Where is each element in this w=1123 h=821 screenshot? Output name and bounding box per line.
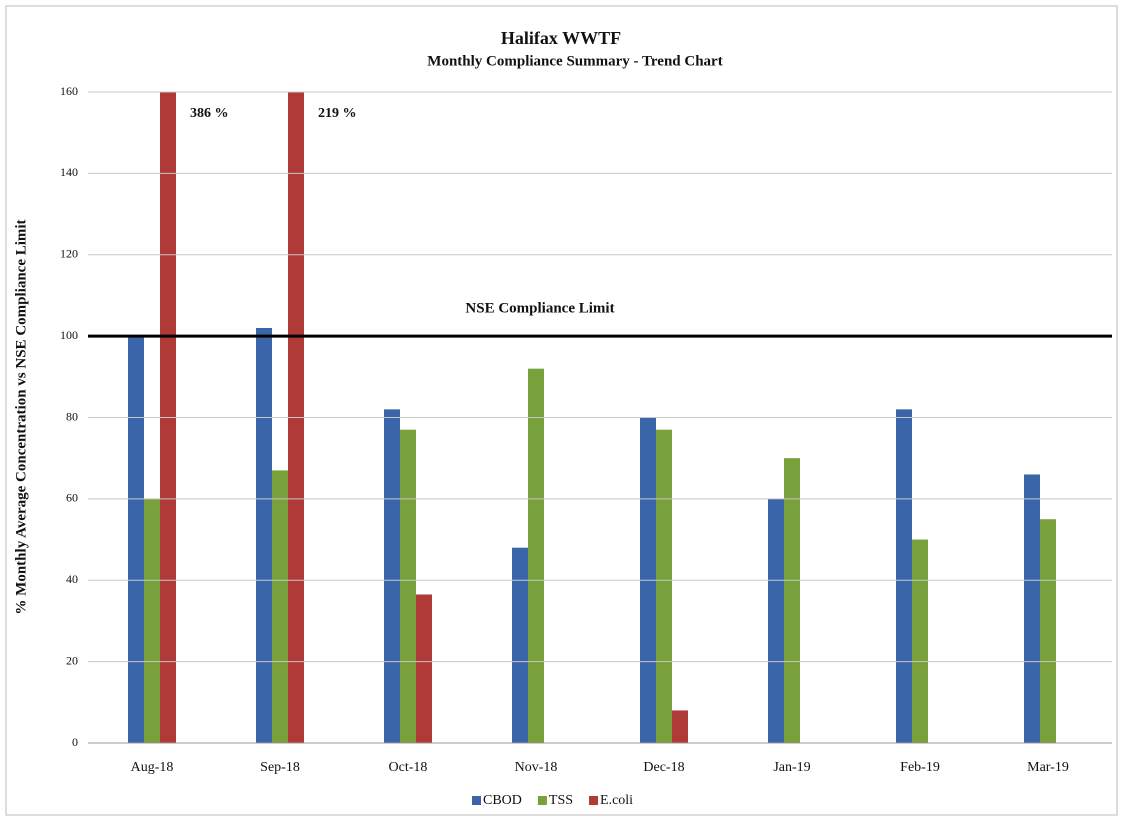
value-label: 219 % (318, 106, 357, 121)
bar (768, 498, 784, 743)
x-tick-label: Aug-18 (131, 760, 174, 775)
x-tick-label: Feb-19 (900, 760, 940, 775)
y-tick-label: 120 (60, 247, 78, 261)
chart-subtitle: Monthly Compliance Summary - Trend Chart (427, 53, 722, 69)
y-tick-label: 20 (66, 653, 78, 667)
bar (1024, 474, 1040, 743)
bar (784, 458, 800, 743)
x-tick-label: Jan-19 (773, 760, 810, 775)
y-tick-label: 140 (60, 165, 78, 179)
y-tick-label: 160 (60, 84, 78, 98)
y-tick-label: 100 (60, 328, 78, 342)
x-tick-label: Mar-19 (1027, 760, 1069, 775)
bar (288, 92, 304, 743)
bar (128, 336, 144, 743)
y-axis-label: % Monthly Average Concentration vs NSE C… (13, 219, 29, 614)
legend-swatch (537, 796, 547, 805)
y-tick-label: 40 (66, 572, 78, 586)
bar (416, 594, 432, 743)
legend-swatch (472, 796, 481, 805)
legend-label: CBOD (483, 793, 522, 808)
legend-label: TSS (549, 793, 573, 808)
bar (272, 470, 288, 743)
value-label: 386 % (190, 106, 229, 121)
legend-swatch (589, 796, 599, 805)
x-tick-label: Nov-18 (515, 760, 558, 775)
bar (160, 92, 176, 743)
bar (656, 429, 672, 743)
x-tick-label: Oct-18 (389, 760, 428, 775)
bar (144, 498, 160, 743)
x-tick-label: Sep-18 (260, 760, 300, 775)
chart-title: Halifax WWTF (501, 28, 621, 48)
bar (1040, 519, 1056, 743)
bar (896, 409, 912, 743)
reference-label: NSE Compliance Limit (465, 301, 614, 317)
bar (528, 368, 544, 743)
bar (672, 710, 688, 743)
y-tick-label: 60 (66, 491, 78, 505)
bar (400, 429, 416, 743)
x-tick-label: Dec-18 (643, 760, 684, 775)
bar (384, 409, 400, 743)
bar (512, 547, 528, 743)
chart-frame (5, 5, 1118, 816)
bar (912, 539, 928, 743)
bar (256, 327, 272, 743)
y-tick-label: 80 (66, 409, 78, 423)
y-tick-label: 0 (72, 735, 78, 749)
legend-label: E.coli (600, 793, 633, 808)
